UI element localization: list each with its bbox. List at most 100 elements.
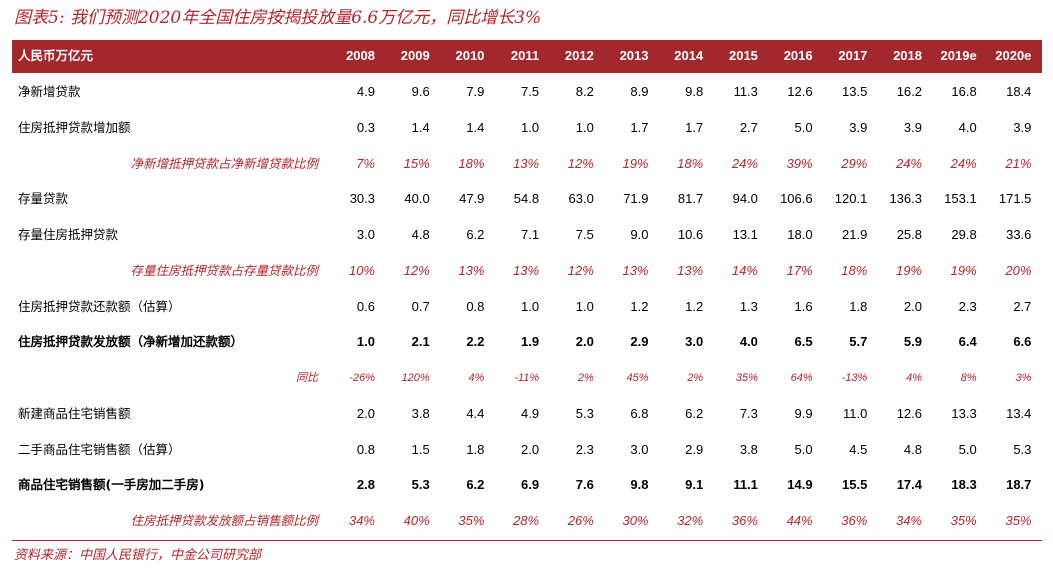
cell: 18% xyxy=(677,155,704,171)
cell: 2% xyxy=(687,372,704,384)
cell: 18.3 xyxy=(951,477,977,493)
cell: 17.4 xyxy=(896,477,922,493)
cell: 14.9 xyxy=(787,477,813,493)
cell: 8% xyxy=(960,372,977,384)
cell: 1.0 xyxy=(575,119,594,135)
cell: 19% xyxy=(950,262,977,278)
cell: 13% xyxy=(677,262,704,278)
cell: 3.9 xyxy=(903,119,922,135)
bottom-rule xyxy=(12,540,1042,541)
cell: 0.3 xyxy=(356,119,375,135)
cell: 6.6 xyxy=(1013,334,1032,350)
cell: 2.1 xyxy=(411,334,430,350)
cell: 40.0 xyxy=(404,191,430,207)
cell: 7.3 xyxy=(739,405,758,421)
row-label: 住房抵押贷款发放额（净新增加还款额） xyxy=(18,334,244,350)
cell: 26% xyxy=(567,513,594,528)
row-label: 净新增贷款 xyxy=(18,84,81,99)
header-year: 2010 xyxy=(455,48,485,63)
cell: 30% xyxy=(622,513,649,528)
header-year: 2020e xyxy=(995,48,1032,63)
cell: 13.4 xyxy=(1006,405,1032,421)
cell: 11.0 xyxy=(842,405,868,421)
cell: 7.6 xyxy=(575,477,594,493)
cell: 2.0 xyxy=(575,334,594,350)
cell: 35% xyxy=(458,513,485,528)
cell: 6.5 xyxy=(794,334,813,350)
cell: 13.1 xyxy=(732,227,758,242)
cell: 29% xyxy=(841,155,868,171)
cell: 21% xyxy=(1005,155,1032,171)
cell: 0.8 xyxy=(466,298,485,314)
cell: 16.2 xyxy=(896,84,922,99)
cell: 2.9 xyxy=(630,334,649,350)
cell: 4.8 xyxy=(411,227,430,242)
cell: 5.0 xyxy=(794,441,813,457)
cell: 4.0 xyxy=(958,119,977,135)
cell: 13.3 xyxy=(951,405,977,421)
cell: 1.2 xyxy=(630,298,649,314)
cell: 0.7 xyxy=(411,298,430,314)
cell: 24% xyxy=(895,155,922,171)
row-label: 存量贷款 xyxy=(18,191,69,207)
cell: 15.5 xyxy=(842,477,868,493)
row-label: 住房抵押贷款发放额占销售额比例 xyxy=(130,513,318,528)
cell: 2.3 xyxy=(575,441,594,457)
cell: 8.9 xyxy=(630,84,649,99)
cell: 7.5 xyxy=(575,227,594,242)
cell: 12% xyxy=(567,155,594,171)
cell: 2.8 xyxy=(356,477,375,493)
cell: -11% xyxy=(514,372,540,384)
cell: 5.3 xyxy=(1013,441,1032,457)
cell: 9.6 xyxy=(411,84,430,99)
cell: 18.0 xyxy=(787,227,813,242)
cell: 1.0 xyxy=(575,298,594,314)
cell: 15% xyxy=(403,155,430,171)
cell: 44% xyxy=(786,513,813,528)
cell: -26% xyxy=(349,372,375,384)
cell: 40% xyxy=(403,513,430,528)
header-year: 2009 xyxy=(400,48,430,63)
cell: 2.9 xyxy=(685,441,704,457)
cell: -13% xyxy=(841,372,868,384)
cell: 35% xyxy=(735,372,758,384)
cell: 13% xyxy=(513,262,540,278)
cell: 9.8 xyxy=(630,477,649,493)
cell: 4.5 xyxy=(849,441,868,457)
cell: 12% xyxy=(403,262,430,278)
cell: 13% xyxy=(458,262,485,278)
row-label: 二手商品住宅销售额（估算） xyxy=(18,441,181,457)
cell: 9.0 xyxy=(630,227,649,242)
cell: 7.9 xyxy=(466,84,485,99)
cell: 63.0 xyxy=(568,191,594,207)
cell: 1.0 xyxy=(521,298,540,314)
cell: 2% xyxy=(577,372,594,384)
row-label: 存量住房抵押贷款 xyxy=(18,227,119,242)
cell: 35% xyxy=(1005,513,1032,528)
cell: 9.9 xyxy=(794,405,813,421)
cell: 5.3 xyxy=(411,477,430,493)
header-year: 2012 xyxy=(564,48,594,63)
cell: 7.5 xyxy=(521,84,540,99)
cell: 35% xyxy=(950,513,977,528)
cell: 6.9 xyxy=(521,477,540,493)
header-year: 2014 xyxy=(674,48,704,63)
cell: 2.0 xyxy=(521,441,540,457)
cell: 5.9 xyxy=(903,334,922,350)
cell: 1.7 xyxy=(630,119,649,135)
cell: 54.8 xyxy=(513,191,540,207)
header-year: 2011 xyxy=(510,48,540,63)
cell: 14% xyxy=(731,262,758,278)
row-label: 新建商品住宅销售额 xyxy=(18,405,131,421)
cell: 71.9 xyxy=(623,191,649,207)
cell: 1.6 xyxy=(794,298,813,314)
cell: 1.4 xyxy=(466,119,485,135)
cell: 4.9 xyxy=(356,84,375,99)
cell: 12% xyxy=(567,262,594,278)
cell: 5.7 xyxy=(849,334,868,350)
cell: 4.4 xyxy=(466,405,485,421)
cell: 20% xyxy=(1005,262,1032,278)
cell: 47.9 xyxy=(459,191,485,207)
cell: 1.9 xyxy=(521,334,540,350)
cell: 19% xyxy=(622,155,649,171)
